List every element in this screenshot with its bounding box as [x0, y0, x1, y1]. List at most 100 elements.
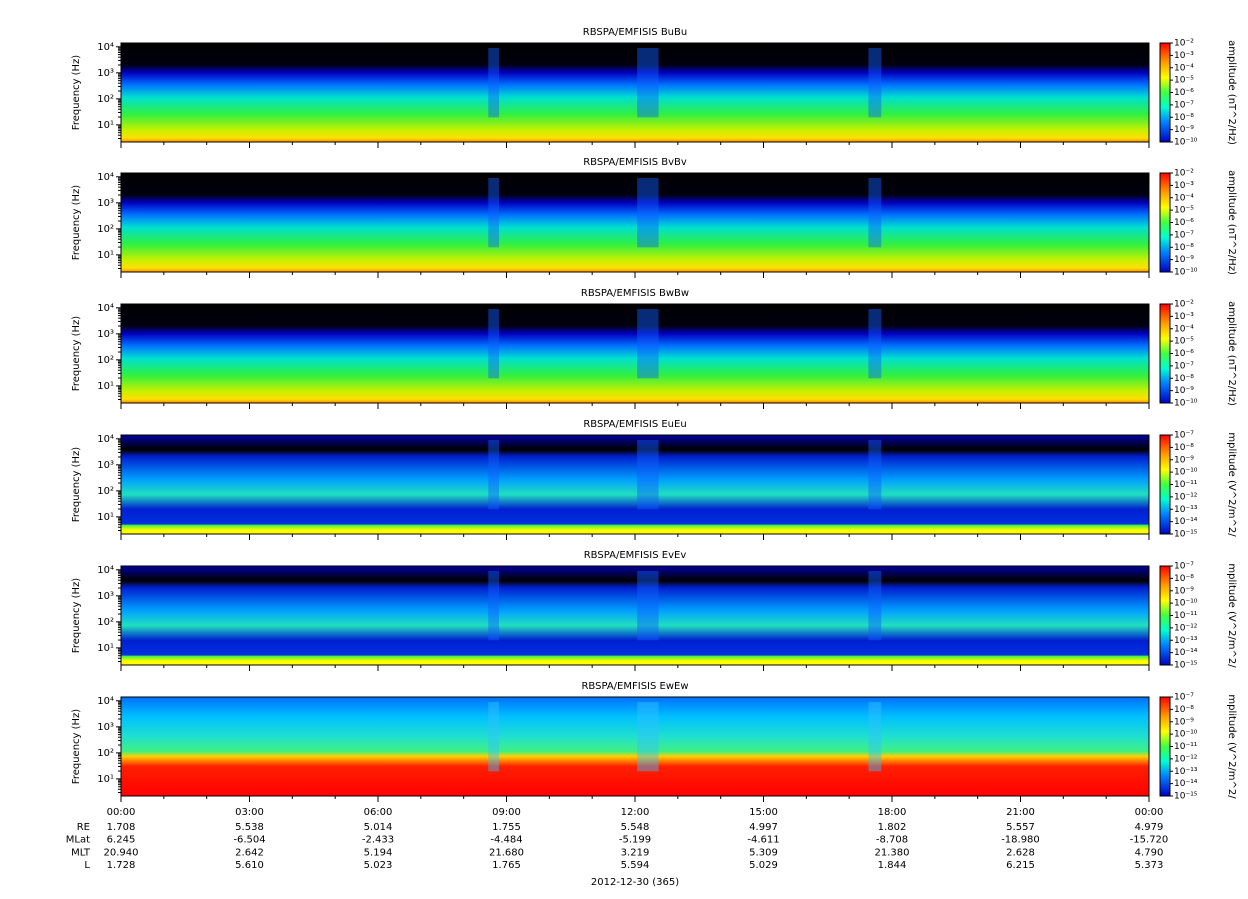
- colorbar-tick-label: 10⁻⁶: [1174, 349, 1194, 359]
- y-tick-label: 10³: [97, 722, 114, 733]
- y-tick-label: 10¹: [97, 774, 114, 785]
- spectrogram-image: [121, 435, 1149, 534]
- x-tick-label: 00:00: [107, 807, 136, 818]
- colorbar-tick-label: 10⁻⁹: [1174, 125, 1194, 135]
- colorbar-label: amplitude (nT^2/Hz): [1226, 40, 1237, 145]
- colorbar-tick-label: 10⁻¹¹: [1174, 742, 1198, 752]
- colorbar-label: amplitude (nT^2/Hz): [1226, 170, 1237, 275]
- ephemeris-value: 1.708: [107, 822, 136, 833]
- colorbar: [1159, 172, 1171, 273]
- colorbar-tick-label: 10⁻¹⁵: [1174, 530, 1198, 540]
- y-tick-label: 10²: [97, 94, 114, 105]
- colorbar-tick-label: 10⁻¹⁰: [1174, 399, 1198, 409]
- colorbar-tick-label: 10⁻¹³: [1174, 767, 1198, 777]
- spectrogram-image: [121, 697, 1149, 796]
- y-tick-label: 10¹: [97, 512, 114, 523]
- ephemeris-value: -4.484: [490, 835, 522, 846]
- colorbar-tick-label: 10⁻⁷: [1174, 562, 1194, 572]
- colorbar-tick-label: 10⁻⁴: [1174, 193, 1194, 203]
- y-tick-label: 10¹: [97, 381, 114, 392]
- colorbar-tick-label: 10⁻⁸: [1174, 574, 1194, 584]
- colorbar-tick-label: 10⁻⁹: [1174, 586, 1194, 596]
- spectrogram-feature: [868, 309, 882, 379]
- ephemeris-value: 21.380: [875, 847, 910, 858]
- colorbar-tick-label: 10⁻¹¹: [1174, 480, 1198, 490]
- y-tick-label: 10³: [97, 68, 114, 79]
- ephemeris-value: 5.194: [364, 847, 393, 858]
- panel-title: RBSPA/EMFISIS EvEv: [584, 550, 687, 561]
- colorbar-tick-label: 10⁻¹³: [1174, 636, 1198, 646]
- panel-title: RBSPA/EMFISIS BvBv: [583, 157, 687, 168]
- ephemeris-value: 1.728: [107, 860, 136, 871]
- spectrogram-image: [121, 304, 1149, 403]
- spectrogram-image: [121, 566, 1149, 665]
- spectrogram-image: [121, 43, 1149, 142]
- y-tick-label: 10³: [97, 591, 114, 602]
- x-tick-label: 15:00: [749, 807, 778, 818]
- colorbar-tick-label: 10⁻¹⁵: [1174, 661, 1198, 671]
- colorbar: [1159, 303, 1171, 404]
- y-tick-label: 10³: [97, 329, 114, 340]
- colorbar-tick-label: 10⁻⁹: [1174, 717, 1194, 727]
- colorbar-tick-label: 10⁻⁵: [1174, 76, 1194, 86]
- ephemeris-value: 1.765: [492, 860, 521, 871]
- spectrogram-feature: [488, 178, 500, 248]
- colorbar-tick-label: 10⁻²: [1174, 300, 1194, 310]
- ephemeris-value: -15.720: [1130, 835, 1169, 846]
- ephemeris-value: 1.844: [878, 860, 907, 871]
- colorbar-tick-label: 10⁻⁹: [1174, 255, 1194, 265]
- colorbar-tick-label: 10⁻¹⁰: [1174, 730, 1198, 740]
- ephemeris-value: 5.594: [621, 860, 650, 871]
- colorbar-tick-label: 10⁻¹⁴: [1174, 779, 1198, 789]
- x-tick-label: 06:00: [364, 807, 393, 818]
- y-tick-label: 10²: [97, 224, 114, 235]
- spectrogram-feature: [637, 178, 659, 248]
- y-axis-label: Frequency (Hz): [71, 316, 82, 392]
- ephemeris-value: 3.219: [621, 847, 650, 858]
- y-tick-label: 10⁴: [97, 434, 114, 445]
- colorbar-tick-label: 10⁻³: [1174, 181, 1194, 191]
- spectrogram-feature: [488, 440, 500, 510]
- colorbar-tick-label: 10⁻¹⁰: [1174, 268, 1198, 278]
- ephemeris-value: 5.548: [621, 822, 650, 833]
- ephemeris-value: 6.215: [1006, 860, 1035, 871]
- x-tick-label: 21:00: [1006, 807, 1035, 818]
- colorbar-tick-label: 10⁻⁴: [1174, 324, 1194, 334]
- y-axis-label: Frequency (Hz): [71, 185, 82, 261]
- colorbar-tick-label: 10⁻¹³: [1174, 505, 1198, 515]
- ephemeris-value: 5.610: [235, 860, 264, 871]
- ephemeris-value: 2.642: [235, 847, 264, 858]
- colorbar-tick-label: 10⁻¹⁰: [1174, 468, 1198, 478]
- colorbar-tick-label: 10⁻¹⁴: [1174, 648, 1198, 658]
- spectrogram-feature: [488, 48, 500, 118]
- colorbar-tick-label: 10⁻⁷: [1174, 693, 1194, 703]
- panel-title: RBSPA/EMFISIS EuEu: [583, 419, 686, 430]
- panel-title: RBSPA/EMFISIS BuBu: [583, 27, 687, 38]
- x-tick-label: 03:00: [235, 807, 264, 818]
- y-tick-label: 10⁴: [97, 42, 114, 53]
- spectrogram-feature: [868, 440, 882, 510]
- colorbar-tick-label: 10⁻⁷: [1174, 100, 1194, 110]
- colorbar-tick-label: 10⁻⁶: [1174, 88, 1194, 98]
- y-tick-label: 10²: [97, 355, 114, 366]
- y-tick-label: 10¹: [97, 120, 114, 131]
- colorbar-tick-label: 10⁻⁹: [1174, 455, 1194, 465]
- panel-title: RBSPA/EMFISIS BwBw: [581, 288, 689, 299]
- spectrogram-feature: [637, 702, 659, 772]
- spectrogram-feature: [637, 48, 659, 118]
- colorbar-tick-label: 10⁻⁷: [1174, 431, 1194, 441]
- spectrogram-feature: [868, 571, 882, 641]
- ephemeris-value: 5.373: [1135, 860, 1164, 871]
- ephemeris-value: 4.997: [749, 822, 778, 833]
- spectrogram-feature: [868, 48, 882, 118]
- colorbar: [1159, 565, 1171, 666]
- colorbar-tick-label: 10⁻⁷: [1174, 230, 1194, 240]
- colorbar-tick-label: 10⁻⁸: [1174, 705, 1194, 715]
- spectrogram-feature: [488, 571, 500, 641]
- ephemeris-value: 20.940: [104, 847, 139, 858]
- colorbar-tick-label: 10⁻⁸: [1174, 243, 1194, 253]
- ephemeris-value: -8.708: [876, 835, 908, 846]
- colorbar: [1159, 42, 1171, 143]
- spectrogram-feature: [488, 702, 500, 772]
